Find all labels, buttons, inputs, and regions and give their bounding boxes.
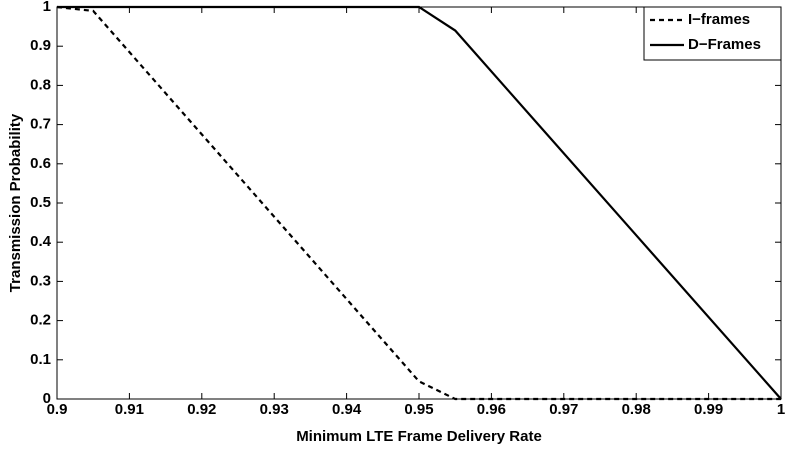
data-line [57,5,782,400]
y-tick-label: 0.4 [30,233,52,250]
x-tick-label: 0.92 [187,401,216,418]
x-tick-label: 1 [777,401,785,418]
y-tick-label: 0.9 [30,37,51,54]
y-axis-label: Transmission Probability [7,113,24,292]
y-tick-label: 0.7 [30,116,51,133]
y-tick-label: 0.6 [30,155,51,172]
y-tick-label: 0 [43,390,51,407]
y-tick-label: 0.1 [30,351,51,368]
y-tick-label: 1 [43,0,51,15]
x-tick-label: 0.99 [694,401,723,418]
x-tick-label: 0.98 [622,401,651,418]
y-tick-label: 0.8 [30,76,51,93]
legend-box [643,6,782,61]
x-tick-label: 0.94 [332,401,362,418]
x-axis-label: Minimum LTE Frame Delivery Rate [296,428,542,445]
x-tick-label: 0.93 [260,401,289,418]
data-line [56,5,781,401]
plot-frame [56,6,782,400]
x-tick-label: 0.95 [404,401,433,418]
legend-label: D−Frames [688,36,761,53]
y-tick-label: 0.5 [30,194,51,211]
x-tick-label: 0.97 [549,401,578,418]
y-tick-label: 0.2 [30,312,51,329]
x-tick-label: 0.96 [477,401,506,418]
x-tick-label: 0.91 [115,401,144,418]
legend-label: I−frames [688,11,750,28]
y-tick-label: 0.3 [30,272,51,289]
x-tick-label: 0.9 [47,401,68,418]
